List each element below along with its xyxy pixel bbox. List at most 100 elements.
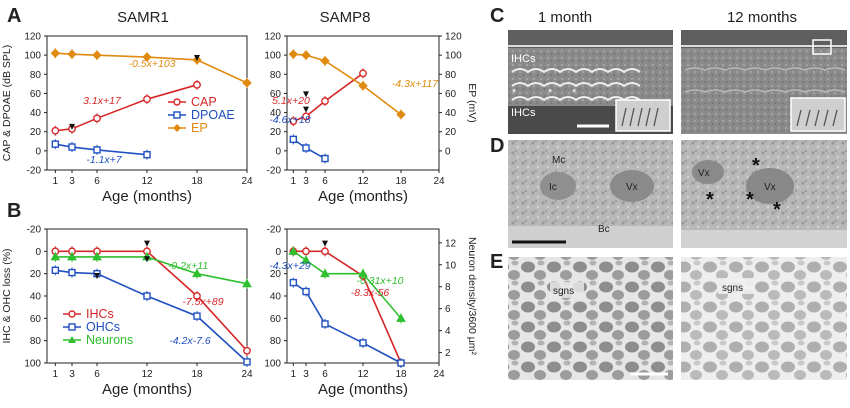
title-samp8: SAMP8 bbox=[320, 9, 371, 26]
series-line-ohcs bbox=[55, 269, 248, 363]
panel-label-d: D bbox=[490, 135, 504, 157]
regression-annotation: -4.3x+29 bbox=[269, 260, 310, 272]
y-tick-label: 100 bbox=[24, 359, 41, 370]
y-tick-label: 60 bbox=[270, 314, 282, 325]
data-point bbox=[51, 126, 60, 135]
sgns-label-12m: sgns bbox=[722, 283, 743, 294]
data-point bbox=[289, 278, 298, 287]
regression-annotation: -7.5x+89 bbox=[182, 296, 223, 308]
data-point bbox=[143, 95, 151, 104]
regression-annotation: -0.2x+11 bbox=[168, 260, 208, 272]
star-marker: * bbox=[752, 155, 760, 177]
legend-marker bbox=[68, 310, 76, 318]
y-tick-label: 20 bbox=[30, 269, 42, 280]
y-tick-label: 0 bbox=[275, 247, 281, 258]
data-point bbox=[50, 251, 61, 261]
panel-label-b: B bbox=[7, 200, 21, 222]
y-right-tick-label: 4 bbox=[445, 326, 451, 337]
data-point bbox=[358, 268, 368, 278]
data-point bbox=[321, 97, 329, 105]
data-point bbox=[92, 251, 102, 261]
chart-b-samp8: 1 3 6 12 18 24 -20 0 20 40 60 80 100 12 10 8 6 4 2 Age (mon… bbox=[264, 225, 478, 399]
y-right-tick-label: 40 bbox=[445, 108, 457, 119]
legend-entry: DPOAE bbox=[191, 108, 235, 122]
x-tick-label: 12 bbox=[357, 369, 369, 380]
x-tick-label: 12 bbox=[141, 369, 153, 380]
legend-entry: CAP bbox=[191, 95, 217, 109]
regression-annotation: -1.1x+7 bbox=[86, 154, 122, 166]
vx-label: Vx bbox=[626, 182, 638, 193]
y-tick-label: 40 bbox=[30, 108, 42, 119]
data-point bbox=[321, 320, 329, 328]
series-line-cap bbox=[55, 84, 198, 132]
regression-annotation: 3.1x+17 bbox=[83, 95, 122, 107]
y-tick-label: 20 bbox=[270, 269, 282, 280]
data-point bbox=[321, 154, 329, 163]
data-point bbox=[302, 287, 310, 296]
regression-annotation: -4.6x+18 bbox=[269, 114, 310, 126]
y-tick-label: 80 bbox=[270, 336, 282, 347]
data-point bbox=[50, 48, 61, 58]
series-line-dpoae bbox=[55, 143, 148, 156]
series-line-cap bbox=[293, 72, 364, 122]
chart-a-samp8: 1 3 6 12 18 24 -20 0 20 40 60 80 100 120 0 20 40 60 80 100 1… bbox=[264, 32, 478, 206]
y-axis-label: CAP & DPOAE (dB SPL) bbox=[1, 45, 13, 162]
data-point bbox=[289, 135, 298, 144]
x-tick-label: 24 bbox=[241, 369, 253, 380]
x-tick-label: 6 bbox=[322, 176, 328, 187]
y-tick-label: 60 bbox=[30, 89, 42, 100]
chart-a-samr1: 1 3 6 12 18 24 -20 0 20 40 60 80 100 120 Age (months) C… bbox=[1, 32, 253, 206]
regression-annotation: -4.3x+117 bbox=[392, 78, 439, 90]
data-point bbox=[143, 150, 151, 159]
arrow-marker bbox=[69, 123, 75, 130]
arrow-marker bbox=[303, 91, 309, 98]
data-point bbox=[321, 247, 329, 256]
x-tick-label: 24 bbox=[433, 176, 445, 187]
ihcs-label-bottom: IHCs bbox=[511, 107, 536, 119]
x-tick-label: 18 bbox=[191, 369, 203, 380]
panel-label-e: E bbox=[490, 251, 503, 273]
star-marker: * bbox=[706, 189, 714, 211]
data-point bbox=[302, 144, 310, 152]
micrograph-c-1month: IHCs IHCs * * * bbox=[508, 30, 673, 134]
y-right-tick-label: 6 bbox=[445, 304, 451, 315]
x-tick-label: 1 bbox=[53, 369, 59, 380]
y-tick-label: -20 bbox=[27, 166, 42, 177]
x-tick-label: 24 bbox=[241, 176, 253, 187]
y-tick-label: 20 bbox=[270, 127, 282, 138]
data-point bbox=[358, 81, 368, 91]
star-marker: * bbox=[746, 189, 754, 211]
data-point bbox=[92, 50, 102, 60]
data-point bbox=[68, 143, 76, 151]
vx-label-12m-b: Vx bbox=[764, 182, 776, 193]
y-right-tick-label: 80 bbox=[445, 70, 457, 81]
data-point bbox=[67, 251, 77, 261]
y-right-tick-label: 2 bbox=[445, 348, 451, 359]
data-point bbox=[242, 78, 252, 88]
y-right-tick-label: 0 bbox=[445, 146, 451, 157]
ic-label: Ic bbox=[549, 182, 557, 193]
y-right-tick-label: 120 bbox=[445, 32, 462, 43]
y-tick-label: 0 bbox=[35, 247, 41, 258]
y-tick-label: 80 bbox=[270, 70, 282, 81]
y-tick-label: 120 bbox=[264, 32, 281, 43]
data-point bbox=[396, 313, 406, 322]
data-point bbox=[289, 117, 298, 126]
y-tick-label: 120 bbox=[24, 32, 41, 43]
data-point bbox=[193, 312, 201, 320]
regression-annotation: -8.3x-56 bbox=[351, 287, 390, 299]
data-point bbox=[51, 266, 60, 275]
panel-label-a: A bbox=[7, 5, 21, 27]
y-right-tick-label: 60 bbox=[445, 89, 457, 100]
x-tick-label: 3 bbox=[303, 176, 309, 187]
data-point bbox=[288, 49, 299, 59]
sgns-label-1m: sgns bbox=[553, 286, 574, 297]
data-point bbox=[302, 112, 310, 121]
micro-col1-title: 1 month bbox=[538, 9, 592, 26]
y-tick-label: 40 bbox=[270, 108, 282, 119]
arrow-marker bbox=[94, 273, 100, 280]
y-right-tick-label: 20 bbox=[445, 127, 457, 138]
legend-marker bbox=[68, 323, 76, 331]
x-tick-label: 18 bbox=[395, 369, 407, 380]
y-axis-label: IHC & OHC loss (%) bbox=[1, 248, 13, 343]
